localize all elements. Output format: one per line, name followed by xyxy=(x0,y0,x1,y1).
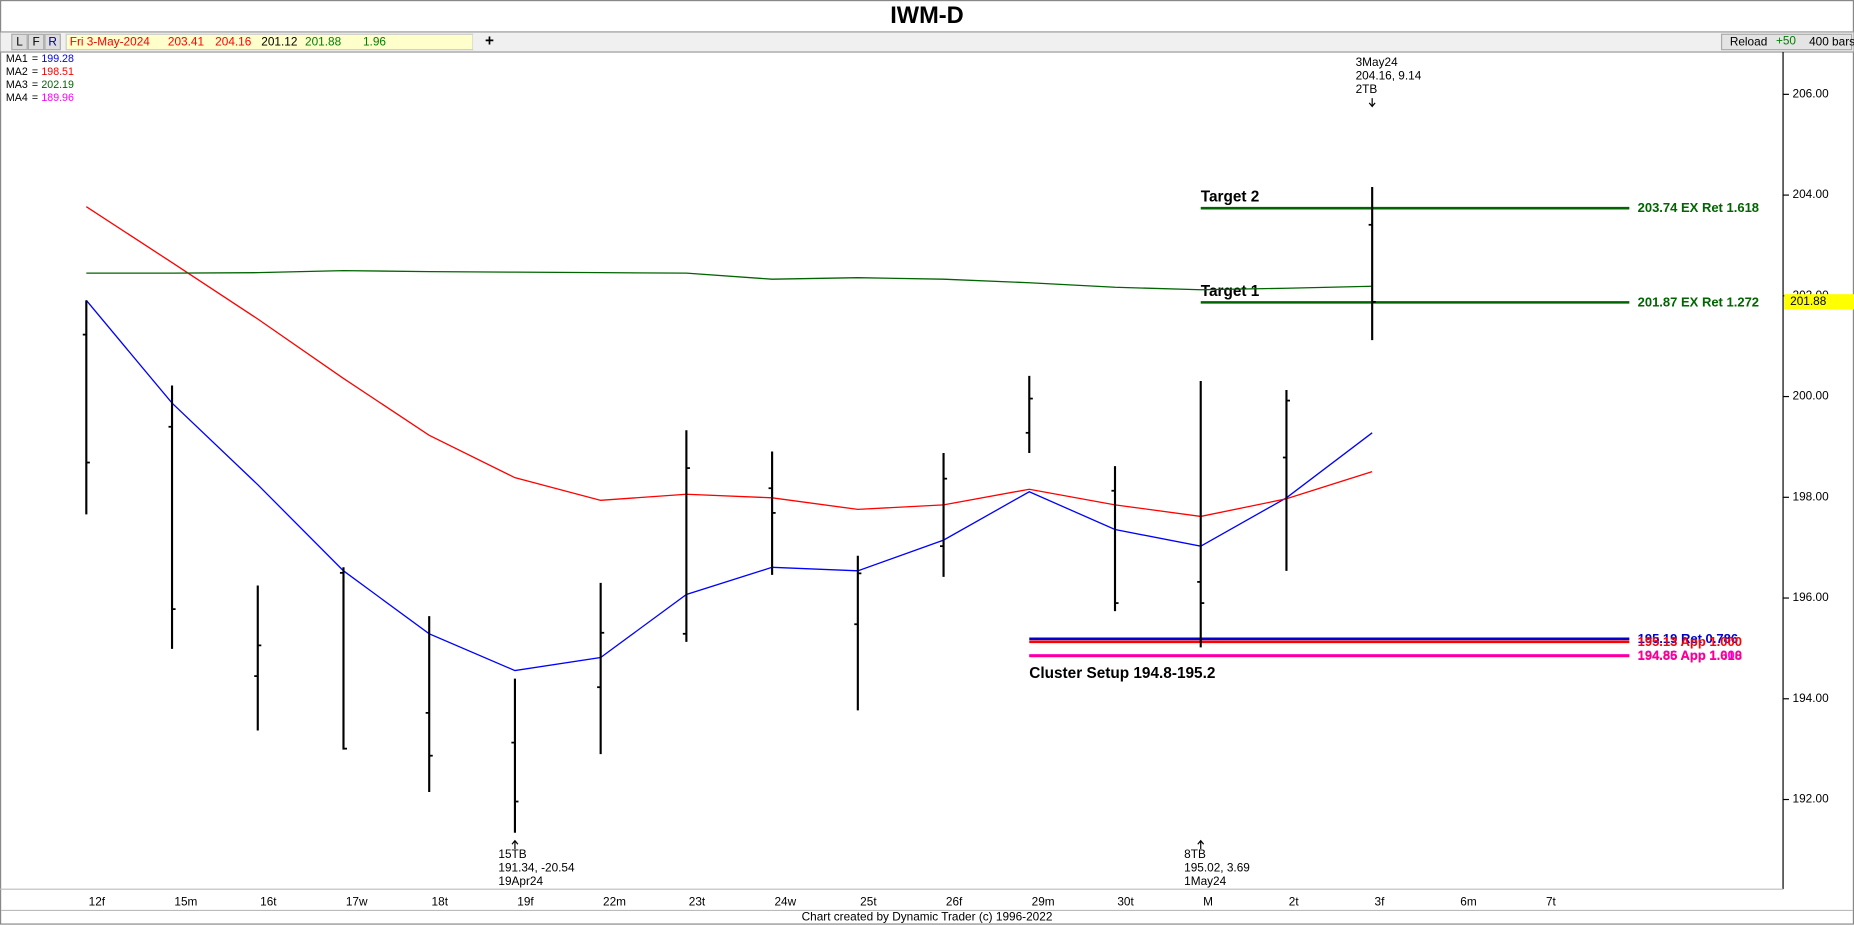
target-label: Target 1 xyxy=(1201,283,1260,300)
button-label[interactable]: L xyxy=(16,35,23,49)
ma-line xyxy=(86,269,1373,291)
quote-change: 1.96 xyxy=(363,35,386,49)
x-tick-label: 12f xyxy=(89,894,106,908)
legend-value: 199.28 xyxy=(41,53,74,65)
x-tick-label: 7t xyxy=(1546,894,1557,908)
x-tick-label: 16t xyxy=(260,894,277,908)
x-tick-label: 26f xyxy=(946,894,963,908)
annotation-text: 3May24 xyxy=(1356,55,1398,69)
y-tick-label: 204.00 xyxy=(1793,187,1830,201)
legend-name: MA3 xyxy=(6,79,28,91)
y-tick-label: 206.00 xyxy=(1793,86,1830,100)
quote-low: 201.12 xyxy=(261,35,297,49)
x-tick-label: 25t xyxy=(860,894,877,908)
x-tick-label: 2t xyxy=(1289,894,1300,908)
legend-value: 198.51 xyxy=(41,66,74,78)
annotation-text: 1May24 xyxy=(1184,874,1226,888)
quote-open: 203.41 xyxy=(168,35,204,49)
y-tick-label: 194.00 xyxy=(1793,691,1830,705)
x-tick-label: 19f xyxy=(517,894,534,908)
bars-count: 400 bars xyxy=(1809,35,1854,49)
y-tick-label: 200.00 xyxy=(1793,389,1830,403)
step-button[interactable]: +50 xyxy=(1776,34,1796,48)
legend-separator: = xyxy=(32,66,38,78)
y-tick-label: 196.00 xyxy=(1793,590,1830,604)
button-label[interactable]: F xyxy=(32,35,39,49)
x-tick-label: 22m xyxy=(603,894,626,908)
add-button-label[interactable]: + xyxy=(485,32,494,49)
button[interactable] xyxy=(27,33,45,51)
x-tick-label: 30t xyxy=(1117,894,1134,908)
annotation-arrow xyxy=(511,839,519,849)
x-tick-label: M xyxy=(1203,894,1213,908)
x-tick-label: 29m xyxy=(1032,894,1055,908)
level-label: 194.85 App 1.618 xyxy=(1638,648,1742,663)
level-label: 195.13 App 1.000 xyxy=(1638,634,1742,649)
legend-name: MA1 xyxy=(6,53,28,65)
legend-separator: = xyxy=(32,79,38,91)
annotation-text: 19Apr24 xyxy=(498,874,543,888)
level-label: 194.86 App 1.000 xyxy=(1638,647,1742,662)
last-price-label: 201.88 xyxy=(1790,294,1827,308)
add-button[interactable] xyxy=(472,34,507,50)
last-price-box xyxy=(1784,294,1854,310)
annotation-arrow xyxy=(1368,98,1376,108)
quote-close: 201.88 xyxy=(305,35,342,49)
legend-value: 202.19 xyxy=(41,79,74,91)
annotation-arrow xyxy=(1197,839,1205,849)
button[interactable] xyxy=(44,33,61,51)
level-label: 203.74 EX Ret 1.618 xyxy=(1638,200,1759,215)
annotation-text: 8TB xyxy=(1184,847,1206,861)
cluster-label: Cluster Setup 194.8-195.2 xyxy=(1029,665,1215,682)
annotation-text: 195.02, 3.69 xyxy=(1184,861,1250,875)
x-tick-label: 17w xyxy=(346,894,368,908)
annotation-text: 191.34, -20.54 xyxy=(498,861,575,875)
legend-name: MA2 xyxy=(6,66,28,78)
legend-value: 189.96 xyxy=(41,92,74,104)
reload-button[interactable]: Reload xyxy=(1730,35,1767,49)
annotation-text: 204.16, 9.14 xyxy=(1356,68,1422,82)
button-label[interactable]: R xyxy=(48,35,57,49)
target-label: Target 2 xyxy=(1201,189,1260,206)
annotation-text: 15TB xyxy=(498,847,526,861)
legend-name: MA4 xyxy=(6,92,28,104)
x-tick-label: 18t xyxy=(432,894,449,908)
quote-high: 204.16 xyxy=(215,35,252,49)
quote-date: Fri 3-May-2024 xyxy=(70,35,151,49)
y-tick-label: 198.00 xyxy=(1793,489,1830,503)
x-tick-label: 6m xyxy=(1460,894,1477,908)
legend-separator: = xyxy=(32,92,38,104)
chart-title: IWM-D xyxy=(890,3,963,29)
level-label: 195.19 Ret 0.786 xyxy=(1638,631,1738,646)
footer: Chart created by Dynamic Trader (c) 1996… xyxy=(802,910,1053,924)
x-tick-label: 24w xyxy=(774,894,796,908)
legend-separator: = xyxy=(32,53,38,65)
reload-box[interactable] xyxy=(1720,33,1853,51)
button[interactable] xyxy=(11,33,28,51)
ma-line xyxy=(85,206,1373,518)
annotation-text: 2TB xyxy=(1356,82,1378,96)
level-label: 201.87 EX Ret 1.272 xyxy=(1638,294,1759,309)
y-tick-label: 192.00 xyxy=(1793,792,1830,806)
x-tick-label: 23t xyxy=(689,894,706,908)
x-tick-label: 3f xyxy=(1375,894,1386,908)
x-tick-label: 15m xyxy=(174,894,197,908)
ma-line xyxy=(85,299,1373,672)
